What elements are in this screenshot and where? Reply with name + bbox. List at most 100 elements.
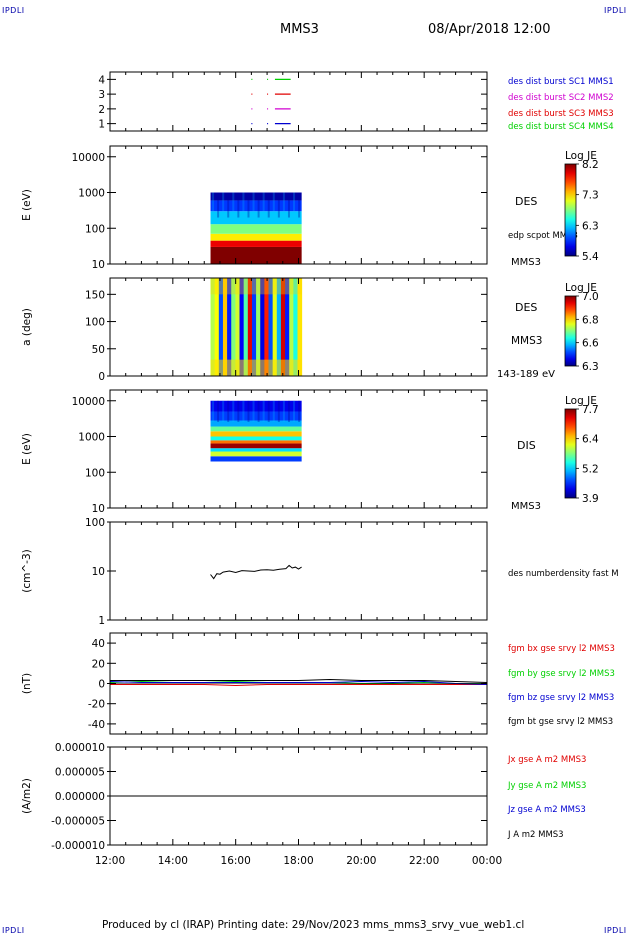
heatmap-texture <box>212 400 215 423</box>
heatmap-band <box>210 192 302 201</box>
y-tick-label: -20 <box>88 699 105 711</box>
y-tick-label: 0.000005 <box>55 767 105 779</box>
panel-label: Jx gse A m2 MMS3 <box>507 755 586 765</box>
colorbar <box>564 163 577 257</box>
heatmap-band <box>210 448 302 452</box>
colorbar-tick-label: 8.2 <box>582 159 599 171</box>
y-tick-label: 3 <box>98 89 105 101</box>
y-axis-label: E (eV) <box>21 433 33 465</box>
heatmap-band <box>210 420 302 427</box>
panel-label: J A m2 MMS3 <box>507 830 564 840</box>
panel-label: fgm bx gse srvy l2 MMS3 <box>508 644 615 654</box>
y-axis-label: (A/m2) <box>21 778 33 814</box>
heatmap-texture <box>257 192 260 218</box>
heatmap-column <box>239 278 245 376</box>
heatmap-band <box>210 440 302 444</box>
colorbar-tick-label: 6.3 <box>582 361 599 373</box>
panel-label: edp scpot MMS3 <box>508 231 578 241</box>
y-tick-label: 10000 <box>72 396 105 408</box>
footer-left-mark: IPDLI <box>2 926 25 935</box>
heatmap-column <box>285 278 290 376</box>
panel-label: DES <box>515 301 537 314</box>
y-tick-label: -0.000010 <box>51 840 105 852</box>
footer-text: Produced by cl (IRAP) Printing date: 29/… <box>102 919 525 931</box>
heatmap-texture <box>272 400 275 423</box>
heatmap-band <box>210 233 302 241</box>
heatmap-texture <box>222 192 225 218</box>
y-tick-label: 100 <box>85 517 105 529</box>
y-tick-label: -0.000005 <box>51 816 105 828</box>
colorbar-tick-label: 3.9 <box>582 493 599 505</box>
y-tick-label: 100 <box>85 223 105 235</box>
heatmap-texture <box>247 192 250 218</box>
header-right-mark: IPDLI <box>604 6 627 15</box>
heatmap-band <box>210 431 302 437</box>
heatmap-texture <box>267 400 270 423</box>
heatmap-column <box>243 278 249 376</box>
heatmap-column <box>268 278 274 376</box>
heatmap-texture <box>242 400 245 423</box>
colorbar-title: Log JE <box>565 282 597 294</box>
heatmap-texture <box>237 192 240 218</box>
heatmap-texture <box>267 192 270 218</box>
heatmap-band <box>210 400 302 412</box>
y-axis-label: E (eV) <box>21 189 33 221</box>
heatmap-column <box>222 278 228 376</box>
heatmap-column <box>264 278 270 376</box>
colorbar-title: Log JE <box>565 395 597 407</box>
heatmap-texture <box>287 192 290 218</box>
colorbar-tick-label: 7.7 <box>582 404 599 416</box>
y-tick-label: 10000 <box>72 152 105 164</box>
y-axis-label: (cm^-3) <box>21 549 33 592</box>
colorbar <box>564 295 577 367</box>
heatmap-column <box>280 278 286 376</box>
y-tick-label: 1 <box>98 615 105 627</box>
heatmap-column <box>260 278 265 376</box>
heatmap-texture <box>287 400 290 423</box>
heatmap-band <box>210 456 302 462</box>
heatmap-band <box>210 224 302 234</box>
heatmap-texture <box>247 400 250 423</box>
heatmap-band <box>210 426 302 432</box>
panel-label: Jz gse A m2 MMS3 <box>507 805 586 815</box>
panel-label: des dist burst SC2 MMS2 <box>508 93 614 103</box>
heatmap-band <box>210 211 302 225</box>
heatmap-texture <box>212 192 215 218</box>
y-tick-label: 100 <box>85 317 105 329</box>
panel-label: MMS3 <box>511 501 541 512</box>
panel-label: MMS3 <box>511 257 541 268</box>
heatmap-texture <box>257 400 260 423</box>
y-tick-label: 2 <box>98 104 105 116</box>
y-tick-label: -40 <box>88 719 105 731</box>
footer-right-mark: IPDLI <box>604 926 627 935</box>
heatmap-texture <box>282 400 285 423</box>
heatmap-column <box>276 278 282 376</box>
colorbar <box>564 408 577 499</box>
heatmap-texture <box>293 192 296 218</box>
panel-label: fgm by gse srvy l2 MMS3 <box>508 669 615 679</box>
heatmap-column <box>297 278 303 376</box>
datetime-title: 08/Apr/2018 12:00 <box>428 22 551 37</box>
panel-label: des dist burst SC4 MMS4 <box>508 122 614 132</box>
heatmap-texture <box>262 192 265 218</box>
heatmap-texture <box>242 192 245 218</box>
spacecraft-title: MMS3 <box>280 22 319 37</box>
y-tick-label: 20 <box>92 658 105 670</box>
heatmap-band <box>210 246 302 264</box>
colorbar-tick-label: 5.4 <box>582 251 599 263</box>
time-tick-label: 14:00 <box>158 855 188 867</box>
time-tick-label: 20:00 <box>346 855 376 867</box>
y-tick-label: 0.000000 <box>55 791 105 803</box>
heatmap-texture <box>277 400 280 423</box>
heatmap-column <box>293 278 299 376</box>
heatmap-texture <box>282 192 285 218</box>
heatmap-column <box>247 278 253 376</box>
heatmap-column <box>251 278 257 376</box>
y-axis-label: (nT) <box>21 673 33 694</box>
y-tick-label: 10 <box>92 503 105 515</box>
time-tick-label: 00:00 <box>472 855 502 867</box>
heatmap-band <box>210 240 302 247</box>
heatmap-texture <box>272 192 275 218</box>
heatmap-texture <box>293 400 296 423</box>
y-tick-label: 1000 <box>78 188 105 200</box>
